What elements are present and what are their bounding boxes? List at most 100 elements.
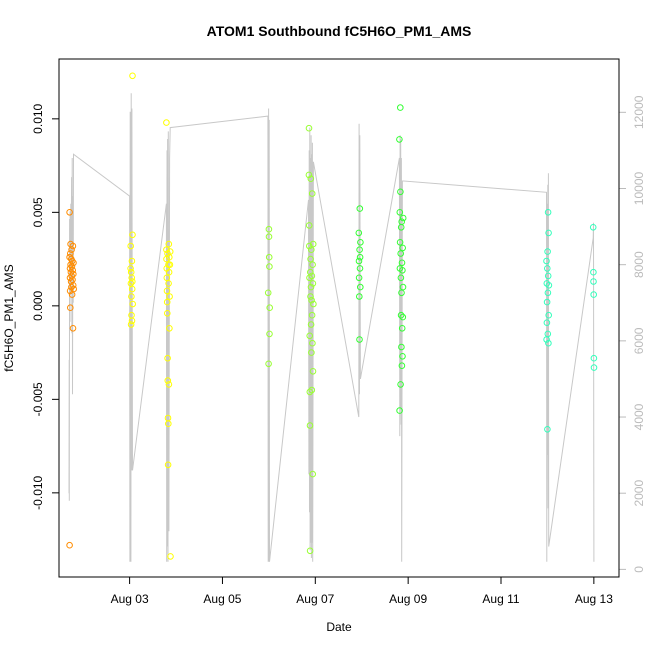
scatter-point xyxy=(69,242,77,250)
scatter-point xyxy=(307,255,314,263)
scatter-point xyxy=(590,354,598,362)
scatter-point xyxy=(544,426,551,433)
scatter-point xyxy=(399,313,407,321)
scatter-point xyxy=(355,274,363,282)
x-tick-label: Aug 05 xyxy=(203,592,241,606)
scatter-point xyxy=(396,136,403,143)
y-tick-label: 0.000 xyxy=(31,290,45,320)
scatter-point xyxy=(70,285,77,293)
y-tick-label: -0.010 xyxy=(31,475,45,509)
x-tick-label: Aug 03 xyxy=(111,592,149,606)
scatter-point xyxy=(265,253,273,261)
scatter-point xyxy=(166,261,174,269)
scatter-point xyxy=(67,304,74,312)
scatter-point xyxy=(70,259,77,267)
scatter-point xyxy=(128,317,136,325)
scatter-point xyxy=(543,298,551,306)
scatter-point xyxy=(305,171,313,179)
y-tick-label: 0.010 xyxy=(31,103,45,133)
scatter-point xyxy=(167,553,174,560)
scatter-point xyxy=(309,240,317,248)
scatter-point xyxy=(590,278,597,285)
scatter-point xyxy=(305,124,313,132)
scatter-point xyxy=(166,325,173,332)
scatter-point xyxy=(544,289,552,297)
scatter-point xyxy=(399,283,407,291)
scatter-point xyxy=(399,353,406,360)
y-tick-label: -0.005 xyxy=(31,382,45,416)
scatter-point xyxy=(397,104,404,111)
scatter-point xyxy=(127,242,134,250)
scatter-point xyxy=(129,278,136,285)
scatter-point xyxy=(163,287,171,295)
scatter-point xyxy=(544,209,552,216)
scatter-point xyxy=(66,209,73,216)
scatter-point xyxy=(308,386,316,394)
scatter-points-layer xyxy=(66,72,598,560)
y2-tick-label: 0 xyxy=(632,566,646,573)
scatter-point xyxy=(545,282,553,289)
scatter-point xyxy=(165,420,172,428)
scatter-point xyxy=(128,293,135,300)
scatter-series-0 xyxy=(66,209,77,549)
scatter-point xyxy=(66,287,74,295)
scatter-point xyxy=(308,296,315,304)
scatter-point xyxy=(544,272,552,280)
y2-tick-label: 8000 xyxy=(632,251,646,278)
y2-tick-label: 12000 xyxy=(632,95,646,129)
secondary-series-line xyxy=(68,93,595,562)
scatter-series-4 xyxy=(543,209,598,433)
scatter-series-3 xyxy=(355,104,407,414)
x-tick-label: Aug 07 xyxy=(296,592,334,606)
scatter-point xyxy=(399,244,407,252)
scatter-point xyxy=(266,263,273,270)
scatter-point xyxy=(306,242,313,250)
scatter-point xyxy=(545,311,553,319)
scatter-point xyxy=(165,268,173,276)
scatter-point xyxy=(589,224,597,231)
scatter-point xyxy=(396,239,404,246)
chart-title: ATOM1 Southbound fC5H6O_PM1_AMS xyxy=(207,23,472,39)
scatter-point xyxy=(308,272,316,280)
scatter-point xyxy=(397,188,404,196)
scatter-point xyxy=(66,541,73,549)
scatter-point xyxy=(544,330,552,338)
scatter-point xyxy=(307,321,315,328)
scatter-point xyxy=(69,267,76,274)
scatter-point xyxy=(356,246,363,253)
x-tick-label: Aug 13 xyxy=(575,592,613,606)
scatter-point xyxy=(70,270,77,278)
scatter-point xyxy=(545,339,552,347)
scatter-point xyxy=(127,321,135,328)
scatter-point xyxy=(355,257,363,265)
scatter-point xyxy=(307,283,315,291)
y-tick-label: 0.005 xyxy=(31,197,45,227)
scatter-point xyxy=(163,246,170,253)
x-axis-label: Date xyxy=(326,620,352,634)
scatter-point xyxy=(129,231,136,239)
scatter-point xyxy=(308,349,315,356)
scatter-series-1 xyxy=(127,72,174,560)
scatter-point xyxy=(128,257,136,265)
scatter-point xyxy=(397,311,405,319)
x-tick-label: Aug 09 xyxy=(389,592,427,606)
scatter-point xyxy=(306,422,314,429)
y-axis-label: fC5H6O_PM1_AMS xyxy=(2,264,16,371)
scatter-point xyxy=(306,332,314,340)
scatter-point xyxy=(397,250,405,257)
scatter-point xyxy=(264,289,272,297)
scatter-point xyxy=(397,274,405,282)
scatter-point xyxy=(398,218,406,225)
plot-frame xyxy=(58,58,620,578)
scatter-point xyxy=(590,268,597,276)
scatter-point xyxy=(398,325,406,332)
scatter-point xyxy=(166,248,174,255)
scatter-point xyxy=(356,205,364,212)
secondary-series-layer xyxy=(68,93,595,562)
scatter-point xyxy=(398,362,406,370)
scatter-point xyxy=(307,175,315,182)
scatter-point xyxy=(356,336,363,343)
scatter-point xyxy=(543,319,551,327)
